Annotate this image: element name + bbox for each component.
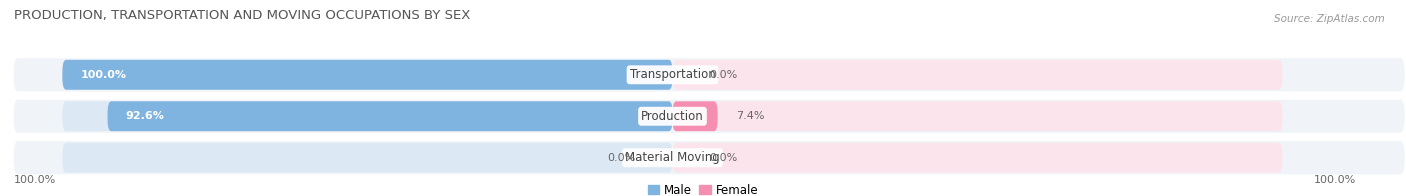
Text: 0.0%: 0.0%	[709, 70, 737, 80]
FancyBboxPatch shape	[107, 101, 672, 131]
FancyBboxPatch shape	[62, 60, 672, 90]
Text: 92.6%: 92.6%	[127, 111, 165, 121]
Text: Production: Production	[641, 110, 704, 123]
Text: 100.0%: 100.0%	[1313, 175, 1355, 185]
Text: Source: ZipAtlas.com: Source: ZipAtlas.com	[1274, 14, 1385, 24]
FancyBboxPatch shape	[672, 143, 1282, 173]
FancyBboxPatch shape	[672, 101, 717, 131]
Text: PRODUCTION, TRANSPORTATION AND MOVING OCCUPATIONS BY SEX: PRODUCTION, TRANSPORTATION AND MOVING OC…	[14, 9, 470, 22]
Text: 7.4%: 7.4%	[735, 111, 765, 121]
FancyBboxPatch shape	[672, 60, 1282, 90]
Text: 100.0%: 100.0%	[80, 70, 127, 80]
Text: Material Moving: Material Moving	[626, 151, 720, 164]
Text: 0.0%: 0.0%	[607, 153, 636, 163]
FancyBboxPatch shape	[62, 60, 672, 90]
FancyBboxPatch shape	[672, 101, 1282, 131]
FancyBboxPatch shape	[14, 141, 1405, 174]
FancyBboxPatch shape	[62, 143, 672, 173]
Text: Transportation: Transportation	[630, 68, 716, 81]
FancyBboxPatch shape	[62, 101, 672, 131]
Legend: Male, Female: Male, Female	[648, 184, 758, 196]
FancyBboxPatch shape	[14, 100, 1405, 133]
Text: 0.0%: 0.0%	[709, 153, 737, 163]
FancyBboxPatch shape	[14, 58, 1405, 91]
Text: 100.0%: 100.0%	[14, 175, 56, 185]
